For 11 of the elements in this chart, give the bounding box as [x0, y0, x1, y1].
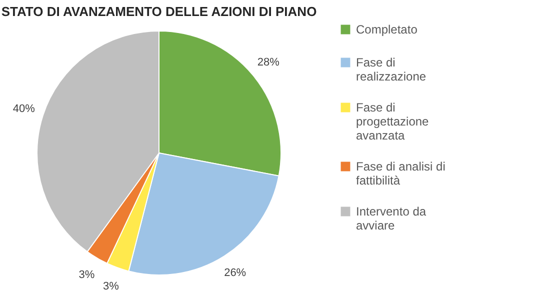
chart-title: STATO DI AVANZAMENTO DELLE AZIONI DI PIANO [1, 4, 317, 19]
data-label: 40% [12, 103, 36, 116]
data-label: 28% [257, 56, 280, 68]
legend-label: Completato [356, 22, 418, 36]
data-label: 3% [102, 280, 120, 293]
legend-label: Fase di analisi di fattibilità [356, 160, 446, 188]
data-label: 26% [224, 266, 246, 279]
legend-label: Fase di realizzazione [356, 56, 426, 84]
legend-label: Fase di progettazione avanzata [356, 100, 430, 142]
legend-label: Intervento da avviare [356, 204, 426, 232]
data-label: 3% [78, 269, 95, 282]
